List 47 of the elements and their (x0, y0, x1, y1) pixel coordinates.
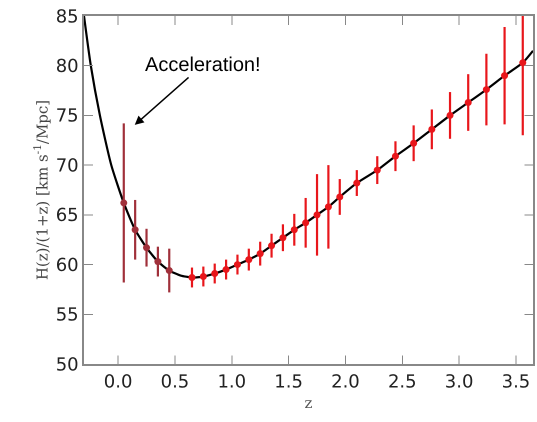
point (336, 193, 344, 200)
x-tick-label: 3.0 (444, 371, 474, 392)
point (245, 256, 252, 264)
point (279, 234, 286, 242)
point (392, 152, 399, 160)
y-tick-label: 85 (56, 6, 79, 28)
point (501, 72, 508, 80)
point (234, 261, 241, 268)
x-tick-label: 0.0 (104, 371, 132, 392)
point (324, 203, 332, 210)
y-tick-label: 80 (56, 56, 79, 78)
x-axis-title: z (304, 394, 313, 412)
x-tick-label: 1.5 (274, 371, 303, 392)
point (132, 226, 139, 234)
point (314, 211, 321, 218)
y-tick-label: 55 (56, 304, 79, 326)
x-tick-label: 1.0 (217, 371, 246, 392)
y-tick-label: 65 (56, 205, 79, 226)
point (353, 180, 360, 187)
point (482, 86, 490, 94)
x-tick-label: 2.5 (388, 371, 417, 392)
annotation: Acceleration! (145, 54, 261, 76)
x-tick-label: 2.0 (331, 371, 360, 392)
point (154, 258, 162, 266)
y-tick-label: 50 (56, 354, 79, 376)
point (120, 199, 128, 206)
y-tick-label: 60 (56, 254, 79, 276)
point (256, 250, 264, 258)
point (143, 244, 150, 252)
point (464, 99, 472, 106)
point (410, 140, 418, 147)
point (428, 126, 436, 133)
point (268, 242, 276, 250)
x-tick-label: 3.5 (502, 371, 530, 392)
y-tick-label: 70 (56, 155, 79, 176)
x-tick-label: 0.5 (160, 371, 190, 392)
y-tick-label: 75 (56, 106, 79, 127)
point (188, 274, 196, 281)
point (290, 226, 298, 234)
point (446, 112, 454, 119)
point (519, 59, 526, 66)
point (222, 266, 230, 274)
point (200, 273, 207, 280)
point (166, 267, 173, 274)
point (374, 166, 381, 174)
point (302, 219, 310, 226)
point (211, 270, 218, 278)
